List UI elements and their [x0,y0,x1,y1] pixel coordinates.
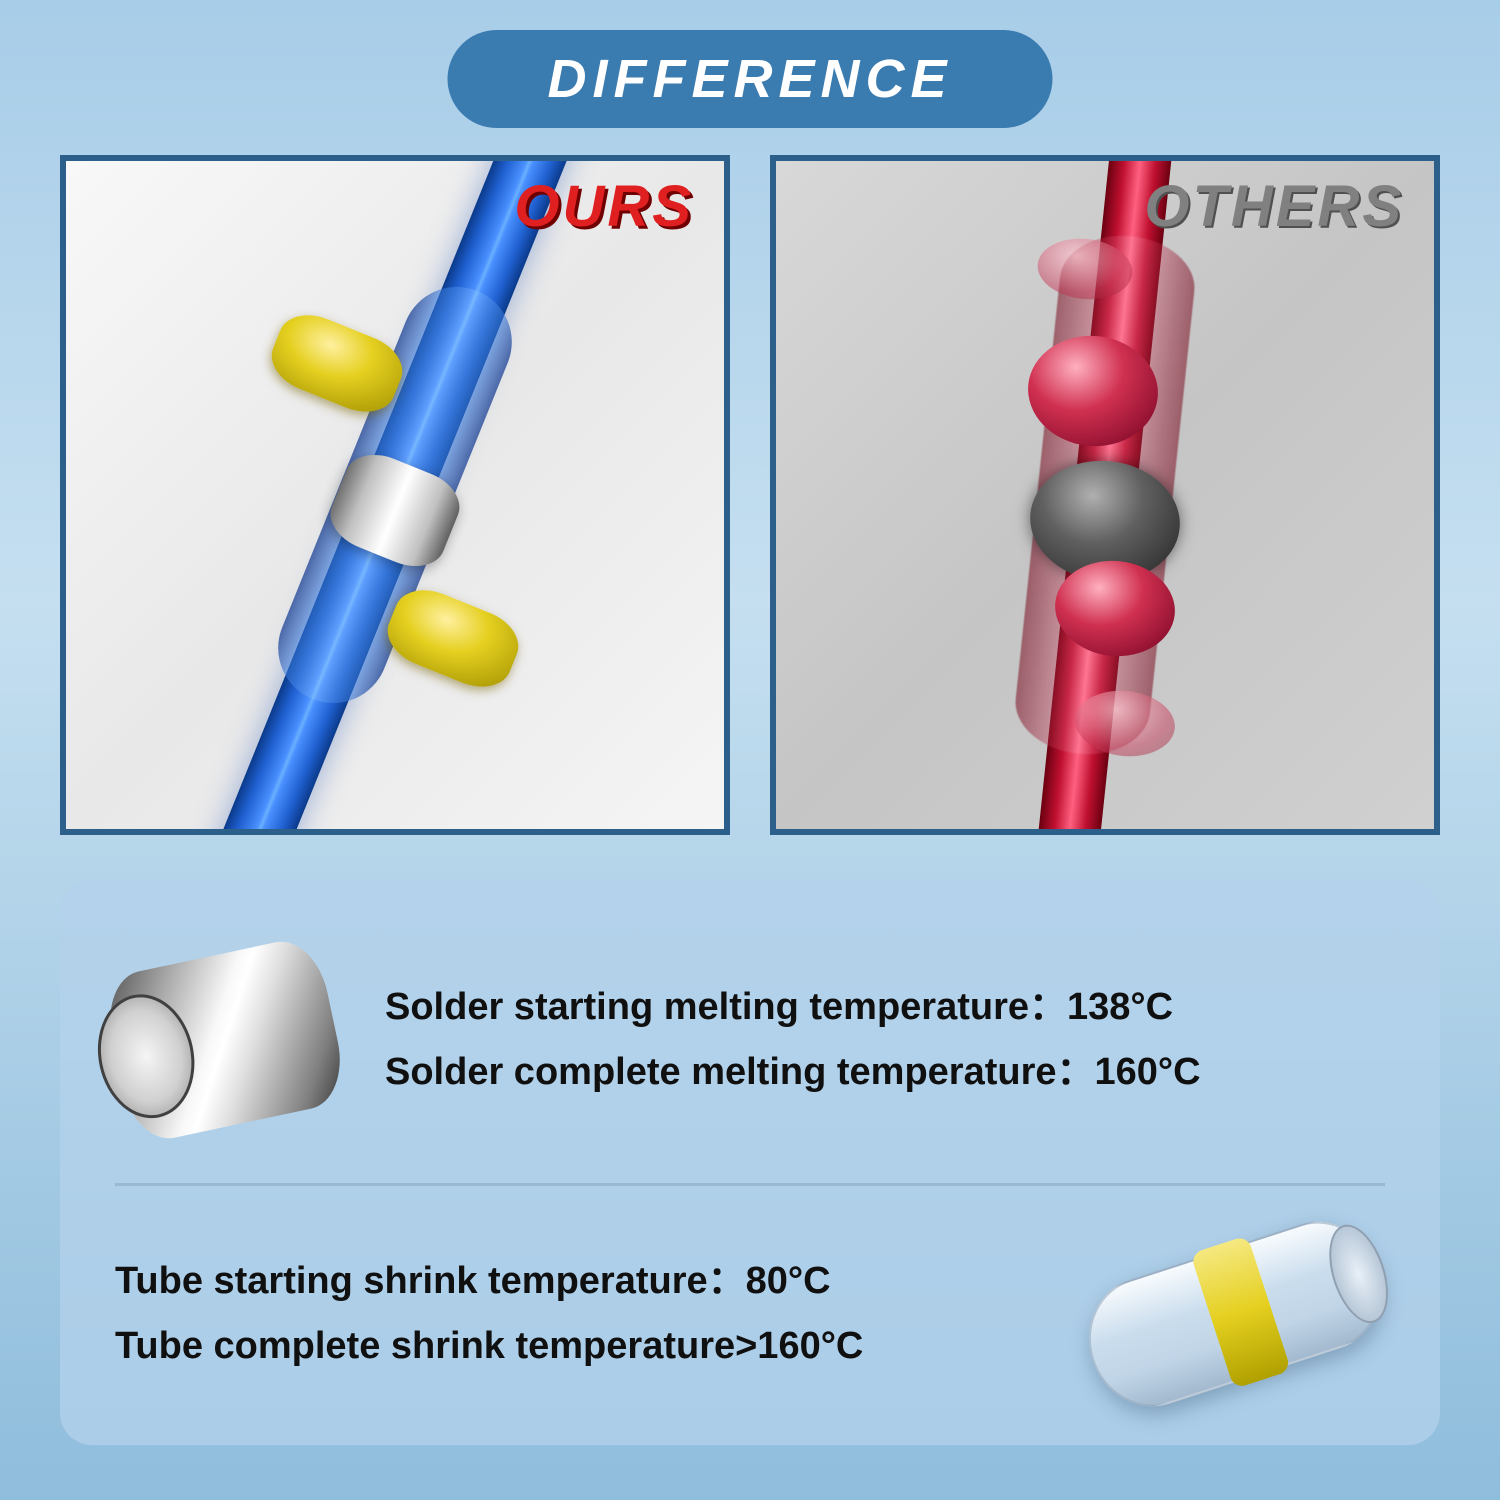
band-bot-ours [379,579,528,697]
solder-line2: Solder complete melting temperature：160°… [385,1040,1201,1105]
label-others: OTHERS [1144,173,1404,240]
solder-ring-icon [100,934,351,1146]
comparison-row: OURS OTHERS [60,155,1440,835]
solder-spec-row: Solder starting melting temperature：138°… [115,925,1385,1155]
label-ours: OURS [514,173,694,240]
tube-spec-text: Tube starting shrink temperature：80°C Tu… [115,1249,863,1378]
tube-spec-row: Tube starting shrink temperature：80°C Tu… [115,1214,1385,1414]
tube-line1: Tube starting shrink temperature：80°C [115,1249,863,1314]
tube-line2: Tube complete shrink temperature>160°C [115,1314,863,1379]
solder-spec-text: Solder starting melting temperature：138°… [385,975,1201,1104]
header-pill: DIFFERENCE [447,30,1052,128]
info-card: Solder starting melting temperature：138°… [60,880,1440,1445]
panel-ours: OURS [60,155,730,835]
divider [115,1183,1385,1186]
solder-line1: Solder starting melting temperature：138°… [385,975,1201,1040]
shrink-tube-icon [1072,1206,1397,1422]
header-title: DIFFERENCE [547,49,952,109]
panel-others: OTHERS [770,155,1440,835]
